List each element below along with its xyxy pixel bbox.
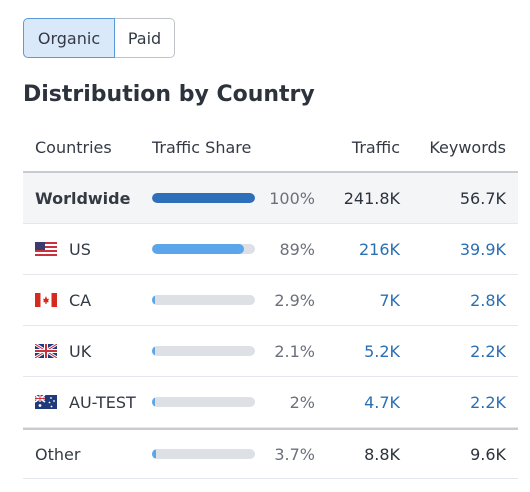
traffic-type-toggle: Organic Paid: [23, 18, 175, 58]
traffic-value: 8.8K: [364, 444, 400, 464]
header-countries: Countries: [35, 138, 112, 157]
share-bar-cell: [152, 326, 255, 376]
country-cell: UK: [35, 326, 91, 376]
share-bar-fill: [152, 397, 155, 407]
keywords-value: 9.6K: [470, 444, 506, 464]
organic-button[interactable]: Organic: [23, 18, 115, 58]
share-bar-cell: [152, 275, 255, 325]
share-bar-fill: [152, 244, 244, 254]
country-name: UK: [69, 341, 92, 361]
share-bar-track: [152, 244, 255, 254]
uk-flag-icon: [35, 344, 57, 358]
header-keywords: Keywords: [429, 138, 506, 157]
share-percent: 2.9%: [274, 290, 315, 310]
table-row-uk: UK 2.1% 5.2K 2.2K: [23, 326, 518, 377]
country-name: US: [69, 239, 91, 259]
share-bar-cell: [152, 430, 255, 478]
header-traffic-share: Traffic Share: [152, 138, 252, 157]
share-bar-cell: [152, 377, 255, 427]
share-bar-cell: [152, 173, 255, 223]
share-percent: 3.7%: [274, 444, 315, 464]
country-cell: AU-TEST: [35, 377, 136, 427]
table-row-other: Other 3.7% 8.8K 9.6K: [23, 428, 518, 479]
au-flag-icon: [35, 395, 57, 409]
share-bar-fill: [152, 193, 255, 203]
country-name: Worldwide: [35, 188, 131, 208]
share-bar-fill: [152, 449, 156, 459]
traffic-link[interactable]: 7K: [379, 290, 400, 310]
traffic-value: 241.8K: [343, 188, 400, 208]
table-row-us: US 89% 216K 39.9K: [23, 224, 518, 275]
table-row-au-test: AU-TEST 2% 4.7K 2.2K: [23, 377, 518, 428]
header-traffic: Traffic: [351, 138, 400, 157]
share-percent: 100%: [269, 188, 315, 208]
country-cell: US: [35, 224, 91, 274]
share-bar-fill: [152, 295, 155, 305]
table-row-worldwide: Worldwide 100% 241.8K 56.7K: [23, 173, 518, 224]
traffic-link[interactable]: 4.7K: [364, 392, 400, 412]
share-bar-track: [152, 295, 255, 305]
keywords-link[interactable]: 2.2K: [470, 341, 506, 361]
country-table: Countries Traffic Share Traffic Keywords…: [23, 124, 518, 479]
section-title: Distribution by Country: [23, 82, 315, 107]
keywords-link[interactable]: 2.8K: [470, 290, 506, 310]
us-flag-icon: [35, 242, 57, 256]
keywords-link[interactable]: 39.9K: [459, 239, 506, 259]
share-percent: 2.1%: [274, 341, 315, 361]
keywords-link[interactable]: 2.2K: [470, 392, 506, 412]
country-name: CA: [69, 290, 92, 310]
ca-flag-icon: [35, 293, 57, 307]
keywords-value: 56.7K: [459, 188, 506, 208]
traffic-link[interactable]: 216K: [358, 239, 400, 259]
share-bar-fill: [152, 346, 155, 356]
share-percent: 2%: [289, 392, 315, 412]
paid-button[interactable]: Paid: [115, 18, 175, 58]
table-row-ca: CA 2.9% 7K 2.8K: [23, 275, 518, 326]
share-bar-cell: [152, 224, 255, 274]
share-percent: 89%: [279, 239, 315, 259]
country-cell: CA: [35, 275, 91, 325]
share-bar-track: [152, 346, 255, 356]
share-bar-track: [152, 449, 255, 459]
country-name: Other: [35, 444, 81, 464]
traffic-link[interactable]: 5.2K: [364, 341, 400, 361]
share-bar-track: [152, 193, 255, 203]
country-name: AU-TEST: [69, 392, 136, 412]
share-bar-track: [152, 397, 255, 407]
table-header: Countries Traffic Share Traffic Keywords: [23, 124, 518, 173]
